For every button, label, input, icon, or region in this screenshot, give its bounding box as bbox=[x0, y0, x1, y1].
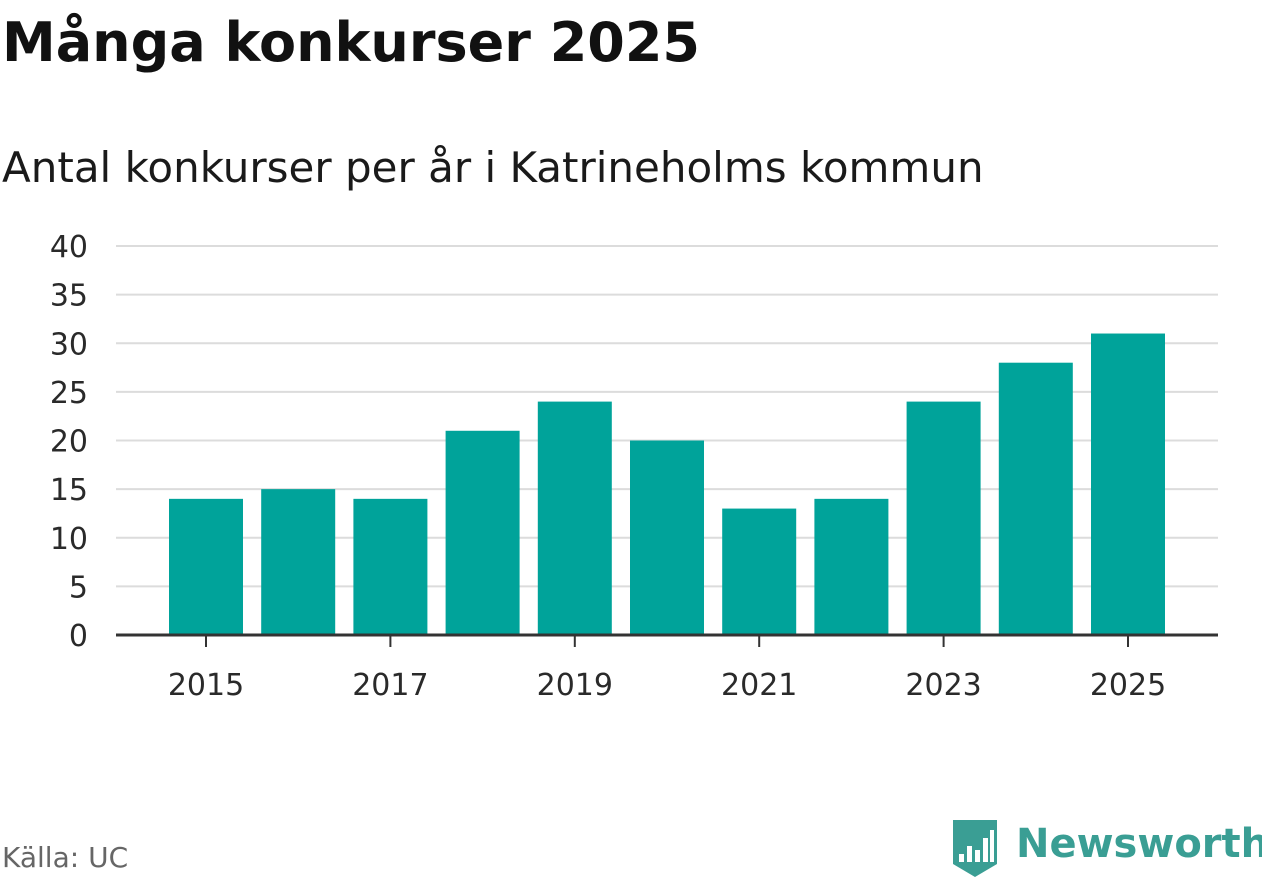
x-tick-label: 2025 bbox=[1090, 668, 1166, 703]
x-tick-label: 2015 bbox=[168, 668, 244, 703]
bar-2018 bbox=[445, 430, 520, 635]
y-tick-label: 15 bbox=[50, 473, 88, 508]
chart-subtitle: Antal konkurser per år i Katrineholms ko… bbox=[2, 143, 984, 192]
bar-2019 bbox=[537, 401, 612, 635]
bar-2015 bbox=[169, 498, 243, 635]
newsworthy-logo-icon bbox=[953, 820, 997, 877]
bar-2016 bbox=[261, 489, 336, 635]
bar-2022 bbox=[814, 498, 889, 635]
y-tick-label: 40 bbox=[50, 230, 88, 265]
y-tick-label: 25 bbox=[50, 376, 88, 411]
bars bbox=[169, 333, 1165, 635]
x-tick-label: 2019 bbox=[537, 668, 613, 703]
x-tick-label: 2023 bbox=[905, 668, 981, 703]
brand[interactable]: Newsworthy bbox=[950, 816, 1262, 878]
y-tick-label: 20 bbox=[50, 425, 88, 460]
bar-2020 bbox=[630, 440, 704, 635]
bar-2017 bbox=[353, 498, 428, 635]
chart-title: Många konkurser 2025 bbox=[2, 11, 700, 74]
y-tick-label: 5 bbox=[69, 570, 88, 605]
bar-2023 bbox=[906, 401, 981, 635]
source-note: Källa: UC bbox=[2, 841, 129, 874]
x-axis-tick-labels: 2015 2017 2019 2021 2023 2025 bbox=[168, 668, 1166, 703]
y-tick-label: 10 bbox=[50, 522, 88, 557]
x-tick-label: 2021 bbox=[721, 668, 797, 703]
y-axis-tick-labels: 0 5 10 15 20 25 30 35 40 bbox=[50, 230, 88, 654]
y-tick-label: 30 bbox=[50, 327, 88, 362]
y-tick-label: 0 bbox=[69, 619, 88, 654]
bar-2025 bbox=[1091, 333, 1165, 635]
bar-2024 bbox=[998, 362, 1073, 635]
bar-2021 bbox=[722, 508, 797, 635]
x-tick-label: 2017 bbox=[352, 668, 428, 703]
x-axis bbox=[116, 633, 1218, 647]
y-tick-label: 35 bbox=[50, 279, 88, 314]
brand-name: Newsworthy bbox=[1016, 821, 1262, 867]
